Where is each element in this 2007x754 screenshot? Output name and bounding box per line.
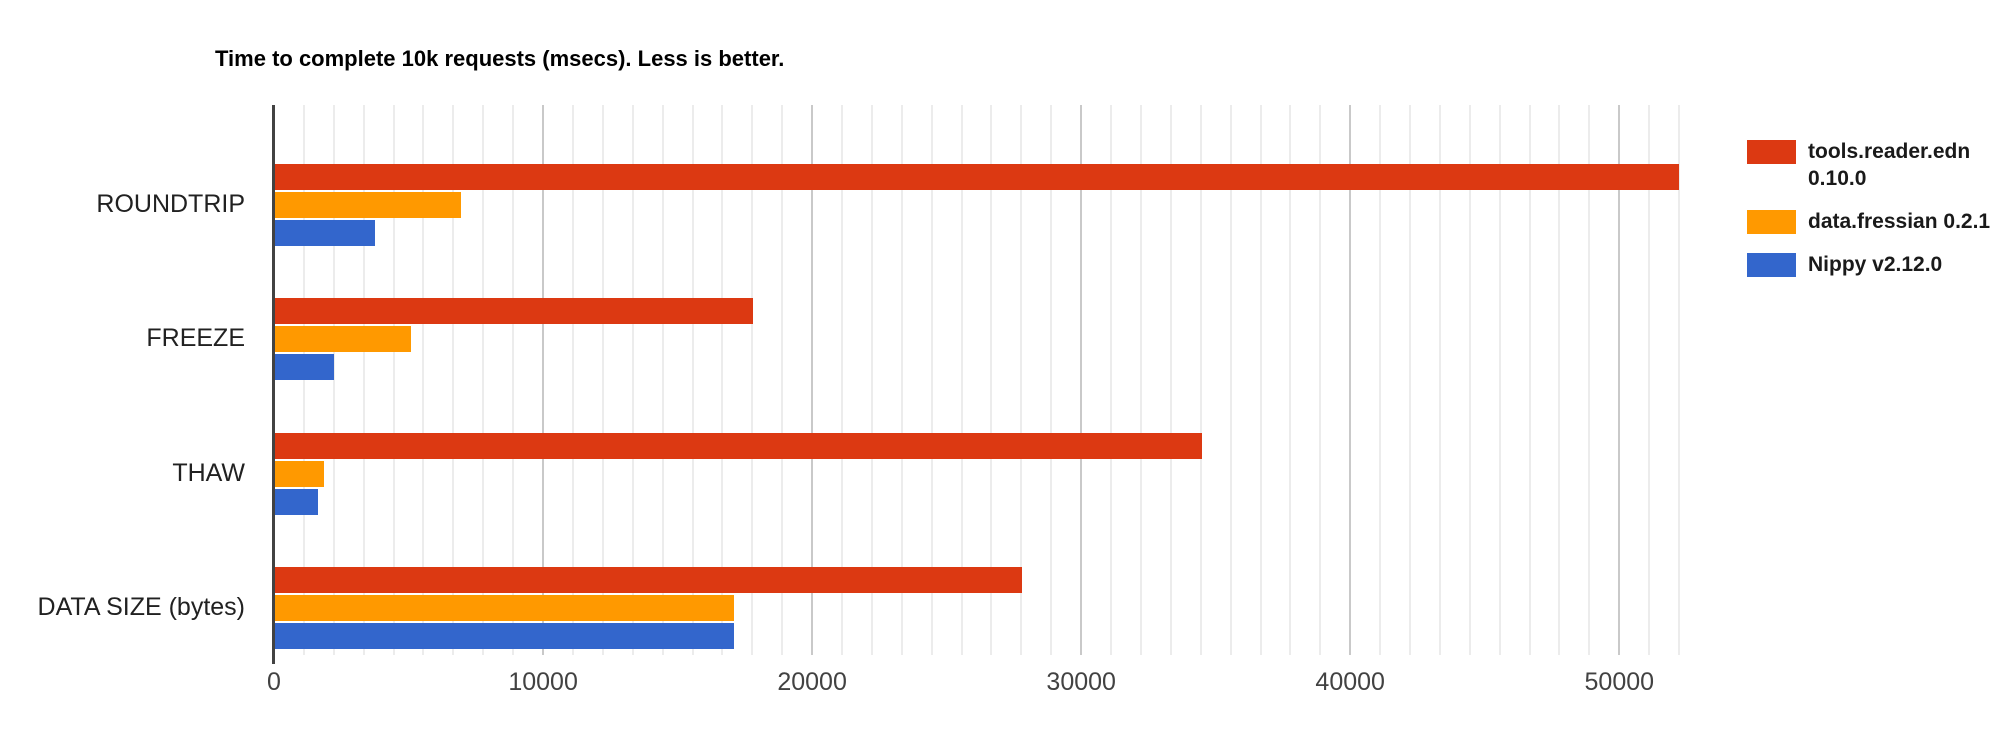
x-tick-label: 50000 (1584, 668, 1655, 696)
minor-gridline (422, 105, 425, 655)
bar-data-fressian-thaw (274, 460, 324, 487)
minor-gridline (751, 105, 754, 655)
minor-gridline (990, 105, 993, 655)
minor-gridline (392, 105, 395, 655)
x-tick-label: 20000 (777, 668, 847, 696)
minor-gridline (1648, 105, 1651, 655)
category-label: DATA SIZE (bytes) (37, 593, 245, 622)
minor-gridline (1259, 105, 1262, 655)
minor-gridline (691, 105, 694, 655)
bar-data-fressian-roundtrip (274, 192, 461, 218)
major-gridline (811, 105, 814, 655)
bar-nippy-freeze (274, 354, 334, 381)
x-tick-label: 0 (267, 668, 281, 696)
legend-swatch-icon (1747, 210, 1796, 234)
minor-gridline (1020, 105, 1023, 655)
minor-gridline (631, 105, 634, 655)
minor-gridline (1558, 105, 1561, 655)
bar-data-fressian-freeze (274, 326, 412, 353)
bar-nippy-data-size-bytes- (274, 623, 734, 650)
major-gridline (1349, 105, 1352, 655)
major-gridline (542, 105, 545, 655)
minor-gridline (571, 105, 574, 655)
minor-gridline (1229, 105, 1232, 655)
major-gridline (1080, 105, 1083, 655)
category-axis: ROUNDTRIP FREEZE THAW DATA SIZE (bytes) (0, 105, 245, 655)
bar-tools-reader-edn-data-size-bytes- (274, 567, 1022, 594)
minor-gridline (1289, 105, 1292, 655)
plot-area (274, 105, 1700, 655)
minor-gridline (1050, 105, 1053, 655)
x-tick-label: 10000 (508, 668, 578, 696)
minor-gridline (1139, 105, 1142, 655)
minor-gridline (1588, 105, 1591, 655)
bar-tools-reader-edn-thaw (274, 432, 1203, 459)
category-label: FREEZE (146, 324, 245, 353)
minor-gridline (661, 105, 664, 655)
minor-gridline (1110, 105, 1113, 655)
minor-gridline (1498, 105, 1501, 655)
legend-swatch-icon (1747, 140, 1796, 164)
legend-item: tools.reader.edn 0.10.0 (1747, 138, 1997, 192)
legend-label: Nippy v2.12.0 (1808, 253, 1943, 276)
y-axis-line (272, 105, 275, 664)
minor-gridline (1169, 105, 1172, 655)
bar-nippy-roundtrip (274, 220, 376, 246)
minor-gridline (870, 105, 873, 655)
minor-gridline (930, 105, 933, 655)
major-gridline (1618, 105, 1621, 655)
minor-gridline (362, 105, 365, 655)
minor-gridline (960, 105, 963, 655)
minor-gridline (1438, 105, 1441, 655)
legend-label: data.fressian 0.2.1 (1808, 210, 1991, 233)
legend-swatch-icon (1747, 253, 1796, 277)
x-axis-tick-labels: 0 10000 20000 30000 40000 50000 (267, 668, 1700, 702)
category-label: ROUNDTRIP (96, 190, 245, 218)
minor-gridline (1319, 105, 1322, 655)
legend-item: Nippy v2.12.0 (1747, 251, 1997, 278)
minor-gridline (1468, 105, 1471, 655)
x-tick-label: 40000 (1315, 668, 1385, 696)
minor-gridline (512, 105, 515, 655)
minor-gridline (1528, 105, 1531, 655)
bar-tools-reader-edn-freeze (274, 298, 753, 325)
minor-gridline (781, 105, 784, 655)
minor-gridline (1409, 105, 1412, 655)
category-label: THAW (172, 458, 245, 487)
minor-gridline (900, 105, 903, 655)
minor-gridline (601, 105, 604, 655)
legend: tools.reader.edn 0.10.0 data.fressian 0.2… (1747, 138, 1997, 278)
bar-nippy-thaw (274, 488, 318, 515)
minor-gridline (482, 105, 485, 655)
legend-label: tools.reader.edn 0.10.0 (1808, 140, 1971, 190)
minor-gridline (1379, 105, 1382, 655)
minor-gridline (1199, 105, 1202, 655)
minor-gridline (1678, 105, 1681, 655)
bar-data-fressian-data-size-bytes- (274, 595, 734, 622)
legend-item: data.fressian 0.2.1 (1747, 208, 1997, 235)
minor-gridline (841, 105, 843, 655)
bar-tools-reader-edn-roundtrip (274, 164, 1679, 190)
chart-title: Time to complete 10k requests (msecs). L… (215, 46, 785, 71)
minor-gridline (332, 105, 335, 655)
minor-gridline (452, 105, 455, 655)
x-tick-label: 30000 (1046, 668, 1116, 696)
minor-gridline (721, 105, 724, 655)
